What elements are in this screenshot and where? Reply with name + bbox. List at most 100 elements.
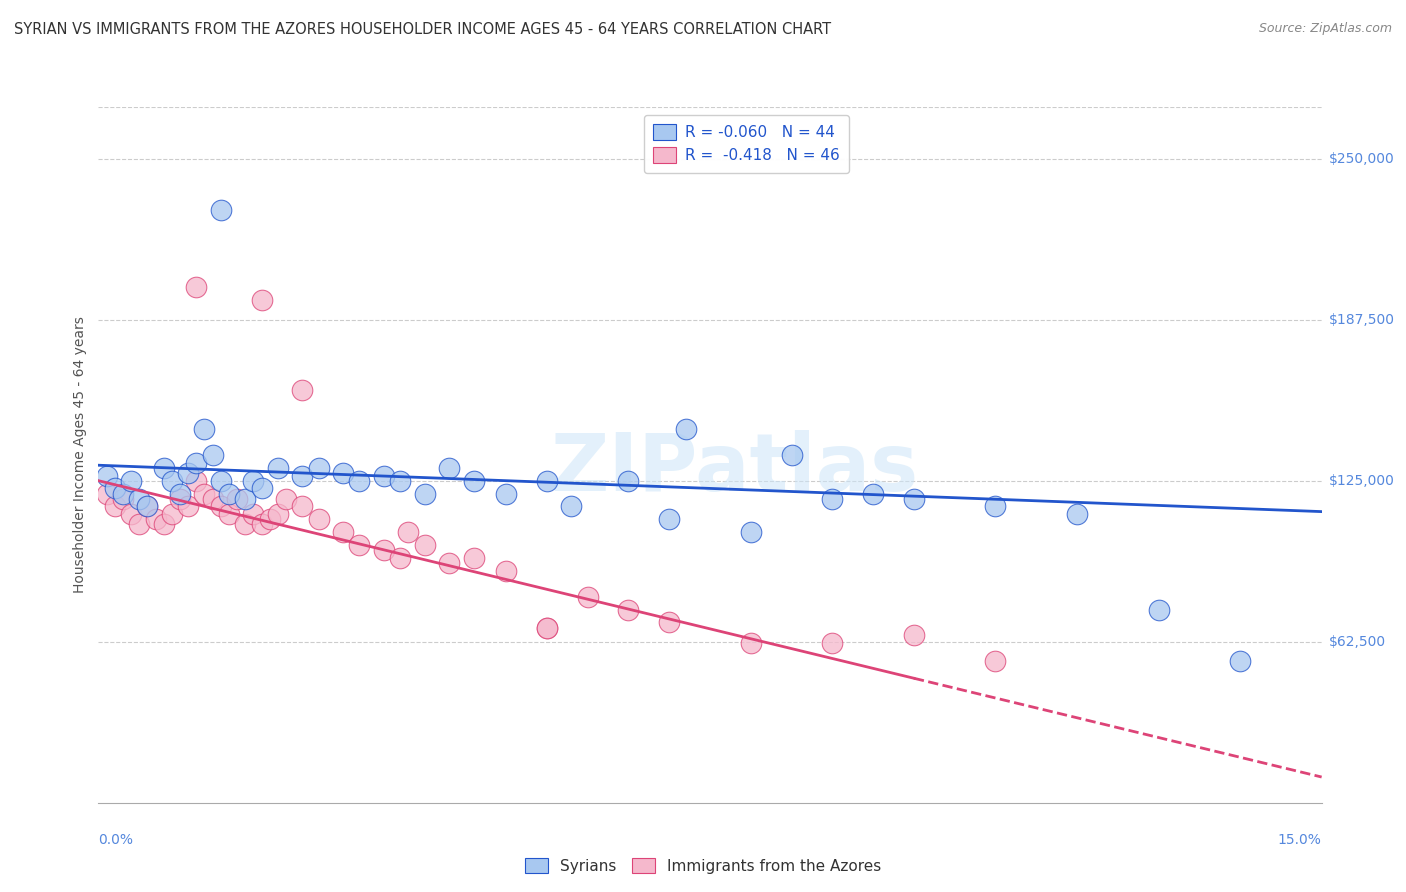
Point — [862, 486, 884, 500]
Point — [437, 556, 460, 570]
Point — [177, 466, 200, 480]
Text: $125,000: $125,000 — [1329, 474, 1395, 488]
Point — [209, 203, 232, 218]
Point — [560, 500, 582, 514]
Point — [242, 474, 264, 488]
Point — [463, 474, 485, 488]
Point — [186, 280, 208, 294]
Point — [821, 636, 844, 650]
Point — [209, 500, 232, 514]
Point — [308, 460, 330, 475]
Point — [267, 460, 290, 475]
Point — [274, 491, 297, 506]
Point — [413, 538, 436, 552]
Point — [128, 491, 150, 506]
Point — [536, 474, 558, 488]
Point — [201, 448, 224, 462]
Point — [152, 460, 174, 475]
Point — [903, 628, 925, 642]
Point — [740, 525, 762, 540]
Point — [617, 602, 640, 616]
Point — [536, 621, 558, 635]
Point — [267, 507, 290, 521]
Point — [120, 507, 142, 521]
Point — [349, 474, 371, 488]
Point — [169, 491, 191, 506]
Point — [984, 654, 1007, 668]
Point — [389, 551, 412, 566]
Point — [291, 468, 314, 483]
Point — [104, 500, 127, 514]
Point — [186, 456, 208, 470]
Point — [193, 486, 215, 500]
Y-axis label: Householder Income Ages 45 - 64 years: Householder Income Ages 45 - 64 years — [73, 317, 87, 593]
Point — [1229, 654, 1251, 668]
Point — [120, 474, 142, 488]
Point — [1066, 507, 1088, 521]
Text: 15.0%: 15.0% — [1278, 833, 1322, 847]
Point — [463, 551, 485, 566]
Point — [160, 474, 183, 488]
Point — [658, 615, 681, 630]
Point — [250, 293, 273, 308]
Point — [658, 512, 681, 526]
Point — [495, 564, 517, 578]
Text: ZIPatlas: ZIPatlas — [550, 430, 918, 508]
Text: 0.0%: 0.0% — [98, 833, 134, 847]
Point — [389, 474, 412, 488]
Point — [96, 486, 118, 500]
Point — [136, 500, 159, 514]
Text: $62,500: $62,500 — [1329, 635, 1386, 648]
Point — [186, 474, 208, 488]
Point — [233, 491, 256, 506]
Point — [576, 590, 599, 604]
Point — [291, 384, 314, 398]
Point — [104, 482, 127, 496]
Point — [218, 507, 240, 521]
Point — [332, 466, 354, 480]
Point — [396, 525, 419, 540]
Point — [780, 448, 803, 462]
Point — [145, 512, 167, 526]
Point — [201, 491, 224, 506]
Point — [349, 538, 371, 552]
Point — [169, 486, 191, 500]
Point — [177, 500, 200, 514]
Point — [903, 491, 925, 506]
Point — [111, 486, 134, 500]
Point — [740, 636, 762, 650]
Point — [437, 460, 460, 475]
Point — [291, 500, 314, 514]
Point — [128, 517, 150, 532]
Point — [152, 517, 174, 532]
Point — [413, 486, 436, 500]
Point — [536, 621, 558, 635]
Text: $250,000: $250,000 — [1329, 152, 1395, 166]
Point — [242, 507, 264, 521]
Point — [209, 474, 232, 488]
Point — [259, 512, 281, 526]
Text: Source: ZipAtlas.com: Source: ZipAtlas.com — [1258, 22, 1392, 36]
Point — [250, 517, 273, 532]
Point — [373, 468, 395, 483]
Point — [218, 486, 240, 500]
Point — [136, 500, 159, 514]
Text: $187,500: $187,500 — [1329, 312, 1395, 326]
Point — [617, 474, 640, 488]
Point — [308, 512, 330, 526]
Legend: Syrians, Immigrants from the Azores: Syrians, Immigrants from the Azores — [519, 852, 887, 880]
Point — [96, 468, 118, 483]
Point — [495, 486, 517, 500]
Point — [226, 491, 249, 506]
Point — [675, 422, 697, 436]
Point — [821, 491, 844, 506]
Point — [332, 525, 354, 540]
Legend: R = -0.060   N = 44, R =  -0.418   N = 46: R = -0.060 N = 44, R = -0.418 N = 46 — [644, 115, 849, 173]
Point — [1147, 602, 1170, 616]
Point — [111, 491, 134, 506]
Point — [250, 482, 273, 496]
Point — [160, 507, 183, 521]
Point — [984, 500, 1007, 514]
Point — [193, 422, 215, 436]
Text: SYRIAN VS IMMIGRANTS FROM THE AZORES HOUSEHOLDER INCOME AGES 45 - 64 YEARS CORRE: SYRIAN VS IMMIGRANTS FROM THE AZORES HOU… — [14, 22, 831, 37]
